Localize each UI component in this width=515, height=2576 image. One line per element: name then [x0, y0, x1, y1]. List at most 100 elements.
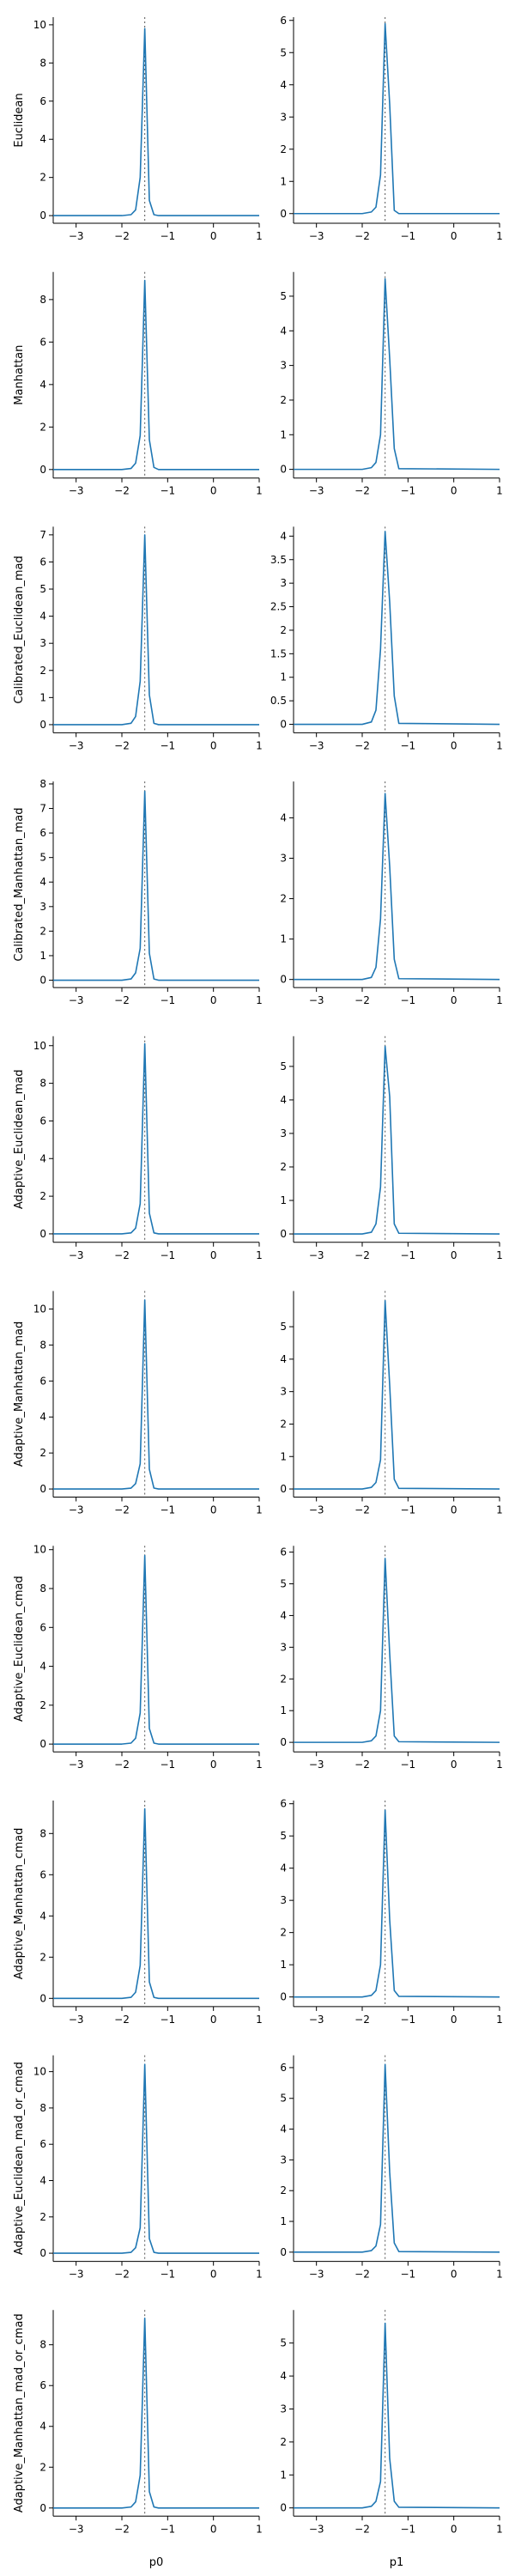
y-tick-label: 2 [39, 1447, 46, 1459]
x-tick-label: −1 [160, 739, 175, 751]
x-tick-label: −1 [400, 739, 415, 751]
y-tick-label: 8 [39, 1827, 46, 1839]
y-tick-label: 6 [280, 1546, 287, 1558]
y-tick-label: 2 [280, 143, 287, 155]
x-tick-label: −1 [400, 994, 415, 1006]
ylabel-manhattan: Manhattan [13, 345, 26, 405]
x-tick-label: −1 [400, 2523, 415, 2535]
y-tick-label: 3 [39, 637, 46, 649]
y-tick-label: 3 [280, 1127, 287, 1139]
y-tick-label: 0 [280, 1991, 287, 2003]
ylabel-adaptive-manhattan-cmad: Adaptive_Manhattan_cmad [13, 1828, 26, 1980]
density-line [53, 27, 259, 216]
y-tick-label: 3 [280, 1894, 287, 1906]
y-tick-label: 0 [280, 2246, 287, 2258]
x-tick-label: −3 [309, 1759, 324, 1771]
y-tick-label: 5 [280, 1060, 287, 1072]
y-tick-label: 3 [39, 901, 46, 913]
y-tick-label: 6 [280, 1798, 287, 1810]
density-line [53, 534, 259, 726]
y-tick-label: 4 [280, 1353, 287, 1365]
panel-p1-3: −3 −2 −1 0 1 0 0.5 1 1.5 2 2.5 3 3.5 4 [270, 526, 503, 751]
x-tick-label: −1 [160, 994, 175, 1006]
x-tick-label: −2 [114, 1504, 130, 1516]
y-tick-label: 1 [280, 671, 287, 683]
y-tick-label: 2 [39, 665, 46, 677]
panel-p1-4: −3 −2 −1 0 1 0 1 2 3 4 [280, 781, 503, 1006]
panel-p1-1: −3 −2 −1 0 1 0 1 2 3 4 5 6 [280, 15, 502, 242]
x-tick-label: −3 [309, 2523, 324, 2535]
y-tick-label: 0 [280, 1228, 287, 1240]
x-tick-label: −3 [69, 2523, 84, 2535]
y-tick-label: 5 [280, 290, 287, 302]
y-tick-label: 2 [280, 1161, 287, 1173]
y-tick-label: 6 [39, 1115, 46, 1127]
x-tick-label: −3 [309, 739, 324, 751]
x-tick-label: 1 [496, 2014, 503, 2026]
x-tick-label: 0 [451, 485, 457, 497]
x-tick-label: −3 [69, 2014, 84, 2026]
y-tick-label: 2.5 [270, 601, 287, 613]
x-tick-label: −1 [400, 1249, 415, 1261]
y-tick-label: 0 [39, 210, 46, 222]
ylabel-euclidean: Euclidean [13, 93, 26, 147]
x-tick-label: −3 [69, 1249, 84, 1261]
y-tick-label: 5 [280, 2093, 287, 2105]
x-tick-label: −1 [400, 485, 415, 497]
x-tick-label: −1 [160, 2014, 175, 2026]
y-tick-label: 6 [39, 1868, 46, 1880]
x-tick-label: 0 [451, 994, 457, 1006]
y-tick-label: 2 [39, 1190, 46, 1202]
x-tick-label: −2 [114, 739, 130, 751]
y-tick-label: 7 [39, 803, 46, 815]
ylabel-calibrated-euclidean-mad: Calibrated_Euclidean_mad [13, 556, 26, 703]
x-tick-label: −1 [160, 485, 175, 497]
density-line [294, 2063, 500, 2253]
y-tick-label: 7 [39, 529, 46, 541]
x-tick-label: 1 [496, 1249, 503, 1261]
ylabel-adaptive-manhattan-mad: Adaptive_Manhattan_mad [13, 1321, 26, 1467]
x-tick-label: 0 [210, 2523, 217, 2535]
x-tick-label: 0 [210, 2269, 217, 2281]
x-tick-label: −3 [309, 1504, 324, 1516]
x-tick-label: −2 [354, 2523, 370, 2535]
y-tick-label: 0 [39, 719, 46, 731]
x-tick-label: −3 [69, 994, 84, 1006]
panel-p0-8: −3 −2 −1 0 1 0 2 4 6 8 [39, 1800, 263, 2026]
x-tick-label: −2 [354, 230, 370, 242]
y-tick-label: 4 [280, 79, 287, 91]
y-tick-label: 4 [280, 1609, 287, 1621]
y-tick-label: 0 [280, 2502, 287, 2514]
y-tick-label: 2 [39, 925, 46, 937]
y-tick-label: 4 [39, 1661, 46, 1673]
x-tick-label: −3 [309, 2014, 324, 2026]
panel-p0-2: −3 −2 −1 0 1 0 2 4 6 8 [39, 271, 263, 497]
y-tick-label: 0.5 [270, 695, 287, 707]
y-tick-label: 4 [39, 876, 46, 888]
y-tick-label: 3 [280, 111, 287, 123]
y-tick-label: 1 [280, 1704, 287, 1716]
x-tick-label: −1 [400, 1504, 415, 1516]
density-line [53, 1554, 259, 1745]
y-tick-label: 10 [33, 19, 46, 31]
y-tick-label: 3 [280, 577, 287, 589]
y-tick-label: 6 [39, 2138, 46, 2150]
density-line [294, 277, 500, 471]
y-tick-label: 2 [39, 1951, 46, 1963]
y-tick-label: 2 [39, 421, 46, 433]
y-tick-label: 10 [33, 1544, 46, 1556]
density-line [294, 1809, 500, 1998]
x-tick-label: 1 [496, 739, 503, 751]
ylabel-calibrated-manhattan-mad: Calibrated_Manhattan_mad [13, 808, 26, 962]
y-tick-label: 3 [280, 1641, 287, 1653]
x-tick-label: 0 [210, 2014, 217, 2026]
y-tick-label: 1 [39, 950, 46, 962]
y-tick-label: 0 [280, 464, 287, 476]
density-line [294, 793, 500, 981]
y-tick-label: 0 [39, 2247, 46, 2259]
y-tick-label: 10 [33, 1040, 46, 1052]
y-tick-label: 8 [39, 2102, 46, 2114]
